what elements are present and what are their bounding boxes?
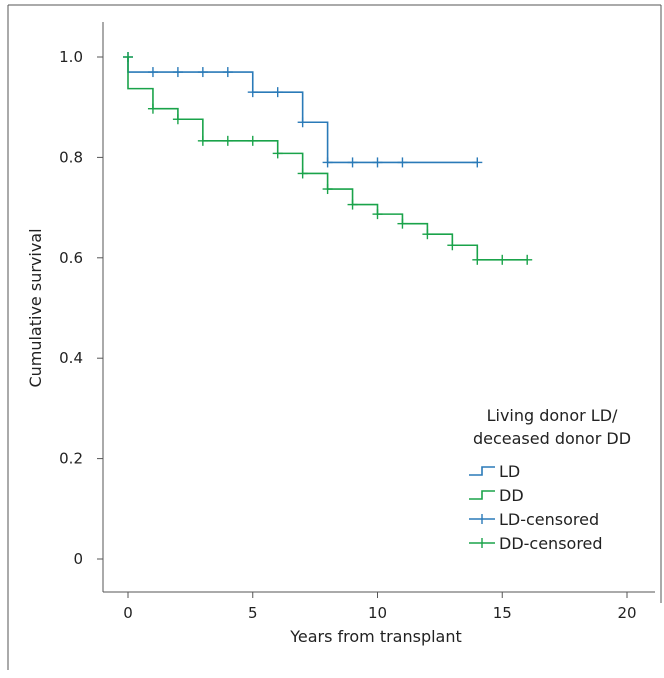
- ld-censor-mark: [372, 157, 383, 168]
- axes: 0 0.2 0.4 0.6 0.8 1.0 0 5 10 15 20: [59, 22, 655, 622]
- ld-censor-mark: [272, 87, 283, 98]
- legend-title-line-2: deceased donor DD: [473, 429, 631, 448]
- ld-censor-mark: [297, 117, 308, 128]
- dd-censor-mark: [472, 254, 483, 265]
- legend-swatch-dd: [469, 490, 495, 500]
- dd-censor-mark: [197, 135, 208, 146]
- ld-censor-mark: [197, 67, 208, 78]
- legend: Living donor LD/ deceased donor DD LDDDL…: [469, 406, 631, 553]
- y-tick-label: 1.0: [59, 48, 83, 66]
- ld-survival-curve: [127, 57, 478, 164]
- ld-censor-mark: [347, 157, 358, 168]
- dd-censor-mark: [347, 199, 358, 210]
- y-tick-label: 0.4: [59, 349, 83, 367]
- dd-censor-mark: [522, 254, 533, 265]
- legend-swatch-ld: [469, 466, 495, 476]
- dd-censor-mark: [297, 168, 308, 179]
- x-axis-label: Years from transplant: [289, 627, 462, 646]
- dd-censor-mark: [422, 229, 433, 240]
- x-tick-label: 20: [617, 604, 636, 622]
- dd-censor-mark: [172, 114, 183, 125]
- ld-censor-mark: [472, 157, 483, 168]
- ld-censor-mark: [247, 87, 258, 98]
- series-layer: [123, 52, 533, 265]
- ld-censor-mark: [322, 157, 333, 168]
- ld-censor-mark: [147, 67, 158, 78]
- dd-censor-mark: [372, 209, 383, 220]
- legend-label-dd-censored: DD-censored: [499, 534, 603, 553]
- dd-censor-mark: [272, 148, 283, 159]
- dd-censor-mark: [447, 240, 458, 251]
- ld-censor-mark: [397, 157, 408, 168]
- y-axis-label: Cumulative survival: [26, 228, 45, 387]
- dd-censor-mark: [322, 184, 333, 195]
- legend-label-ld: LD: [499, 462, 520, 481]
- dd-censor-mark: [497, 254, 508, 265]
- ld-censor-mark: [222, 67, 233, 78]
- y-tick-label: 0: [73, 550, 83, 568]
- legend-label-ld-censored: LD-censored: [499, 510, 599, 529]
- dd-censor-mark: [147, 103, 158, 114]
- ld-censor-mark: [172, 67, 183, 78]
- dd-censor-mark: [247, 135, 258, 146]
- y-tick-label: 0.8: [59, 148, 83, 166]
- dd-censor-mark: [397, 218, 408, 229]
- x-tick-label: 5: [248, 604, 258, 622]
- y-tick-label: 0.6: [59, 249, 83, 267]
- y-tick-label: 0.2: [59, 450, 83, 468]
- x-tick-label: 10: [368, 604, 387, 622]
- legend-items: LD DD LD-censored DD-censored: [469, 462, 603, 553]
- dd-censor-mark: [222, 135, 233, 146]
- dd-censor-mark: [123, 52, 133, 62]
- legend-label-dd: DD: [499, 486, 524, 505]
- x-tick-label: 15: [493, 604, 512, 622]
- x-tick-label: 0: [123, 604, 133, 622]
- legend-title-line-1: Living donor LD/: [487, 406, 618, 425]
